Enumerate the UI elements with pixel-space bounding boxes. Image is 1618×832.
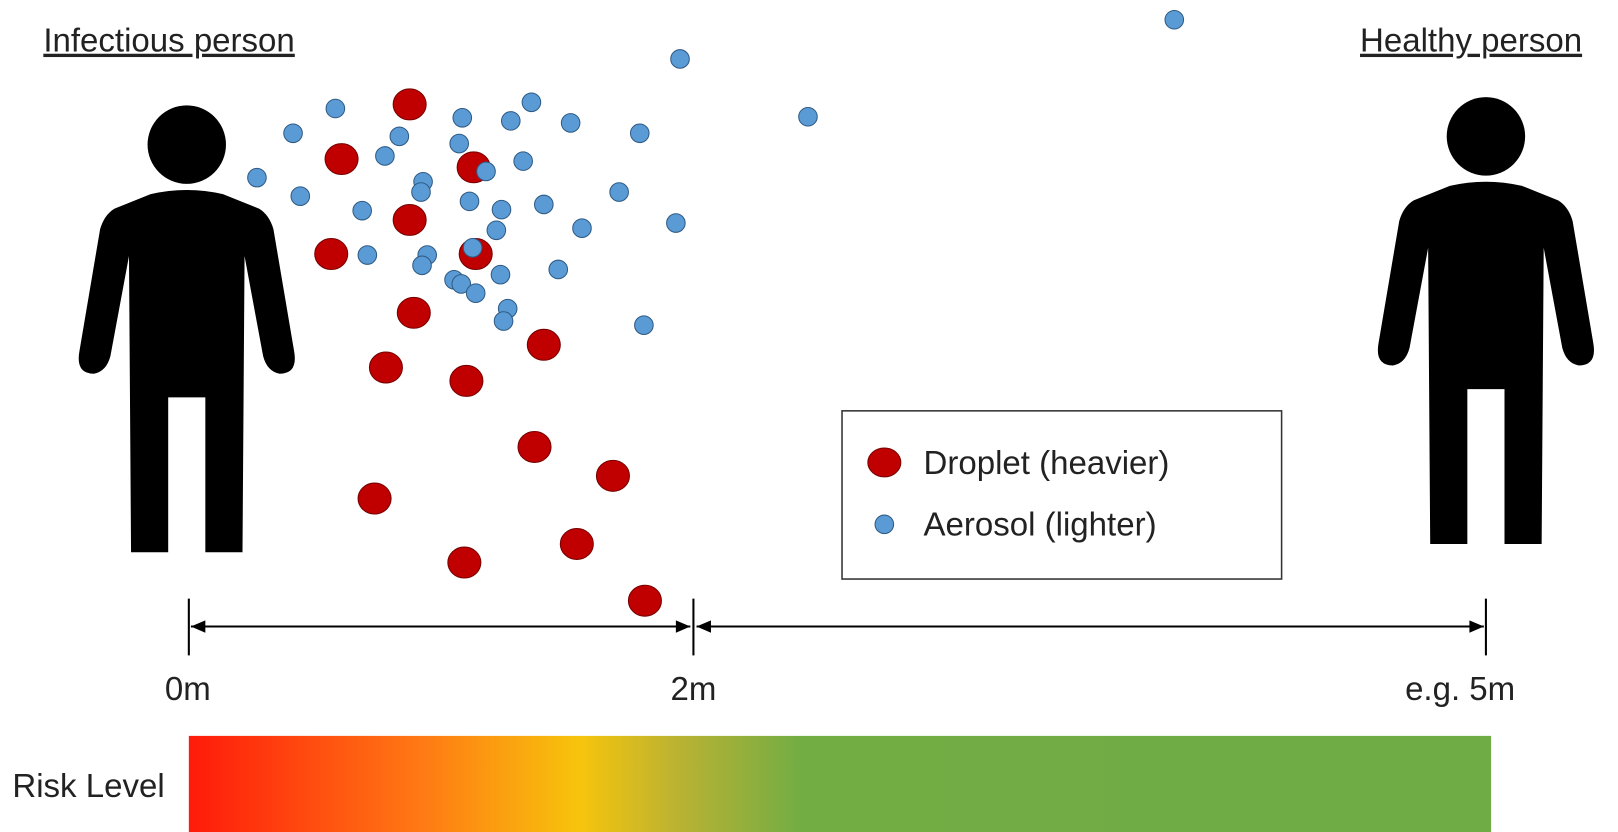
aerosol (491, 199, 512, 220)
aerosol (534, 194, 554, 215)
legend-aerosol-swatch (874, 514, 895, 535)
aerosol (548, 259, 569, 280)
droplet (314, 237, 349, 270)
aerosol (352, 200, 372, 221)
aerosol (1164, 9, 1185, 30)
distance-label: 0m (165, 670, 211, 707)
aerosol (465, 283, 486, 304)
aerosol (449, 133, 469, 154)
droplet (324, 143, 359, 176)
aerosol (459, 191, 480, 212)
distance-scale (187, 598, 1487, 656)
aerosol (486, 220, 507, 241)
aerosol (357, 245, 378, 265)
aerosol (375, 146, 395, 166)
droplet (392, 203, 427, 236)
aerosol (325, 98, 346, 119)
aerosol (521, 92, 542, 113)
droplet (595, 459, 630, 492)
aerosol (572, 218, 592, 238)
aerosol (290, 186, 311, 207)
droplet (559, 527, 594, 560)
legend-droplet-swatch (867, 447, 902, 478)
droplet (392, 88, 427, 121)
aerosol (462, 237, 483, 258)
target-label: Healthy person (1360, 22, 1582, 59)
droplet (627, 584, 662, 617)
risk-label: Risk Level (12, 767, 164, 804)
distance-label: e.g. 5m (1405, 670, 1515, 707)
healthy-person (1377, 97, 1594, 544)
droplet (449, 364, 484, 397)
droplet (447, 546, 482, 579)
aerosol (493, 311, 514, 331)
aerosol (412, 255, 432, 276)
aerosol (389, 126, 410, 147)
aerosol (452, 107, 473, 128)
aerosol (513, 151, 533, 171)
aerosol (411, 182, 431, 202)
risk-gradient (188, 735, 1492, 832)
droplet (517, 430, 552, 463)
droplet (396, 296, 431, 329)
legend-droplet-label: Droplet (heavier) (924, 444, 1170, 481)
legend-aerosol-label: Aerosol (lighter) (924, 506, 1157, 543)
droplet (526, 328, 561, 361)
aerosol (609, 182, 629, 202)
aerosol (798, 106, 818, 127)
aerosol (490, 264, 511, 285)
legend-box (841, 410, 1283, 580)
aerosol (500, 111, 521, 131)
particles (247, 9, 1185, 617)
droplet (368, 351, 403, 384)
aerosol (451, 274, 472, 294)
droplet (357, 482, 392, 515)
arrowheads (190, 620, 1484, 633)
aerosol (476, 161, 496, 182)
source-label: Infectious person (43, 22, 294, 59)
aerosol (670, 49, 690, 69)
aerosol (560, 113, 581, 133)
aerosol (634, 315, 654, 335)
distance-label: 2m (670, 670, 716, 707)
aerosol (247, 167, 267, 188)
aerosol (283, 123, 303, 144)
aerosol (666, 213, 686, 233)
aerosol (629, 123, 650, 144)
